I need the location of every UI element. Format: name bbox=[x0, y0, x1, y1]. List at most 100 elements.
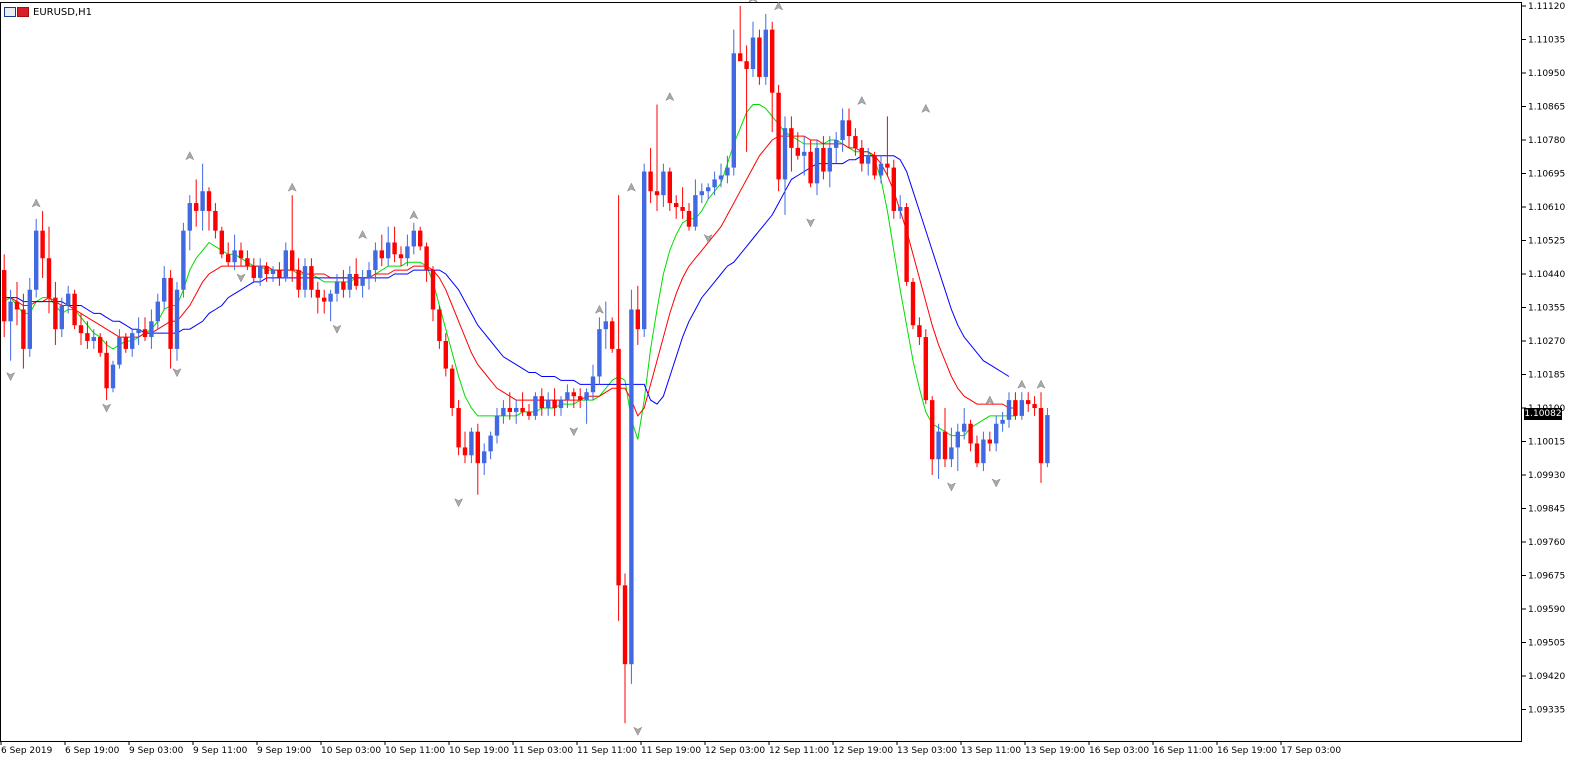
candle bbox=[296, 258, 301, 298]
candle bbox=[53, 281, 58, 345]
candle-body bbox=[98, 337, 103, 353]
candle bbox=[846, 108, 852, 148]
candle bbox=[2, 254, 7, 338]
ma-slow-line bbox=[4, 155, 1010, 405]
y-tick-label: 1.09675 bbox=[1528, 572, 1565, 582]
x-tick-label: 12 Sep 03:00 bbox=[705, 746, 765, 756]
candle bbox=[206, 187, 212, 231]
candle bbox=[347, 266, 352, 298]
ma-mid-line bbox=[4, 135, 1016, 417]
candle-body bbox=[238, 250, 244, 259]
candle-body bbox=[558, 400, 564, 408]
candle-body bbox=[2, 270, 7, 322]
candle-body bbox=[430, 270, 436, 310]
candle-body bbox=[738, 53, 743, 62]
fractal-up-arrow bbox=[409, 210, 419, 220]
candle-body bbox=[814, 147, 820, 184]
candle-body bbox=[469, 431, 474, 456]
candle-body bbox=[744, 61, 749, 70]
candle bbox=[891, 159, 896, 219]
candle bbox=[776, 84, 781, 192]
candle bbox=[981, 431, 986, 472]
candle bbox=[213, 203, 218, 239]
candle-body bbox=[1019, 400, 1024, 416]
candle bbox=[219, 226, 224, 259]
x-tick-label: 12 Sep 11:00 bbox=[769, 746, 829, 756]
candle-body bbox=[891, 167, 896, 211]
candle bbox=[968, 419, 973, 452]
candle-body bbox=[622, 585, 628, 665]
candle-body bbox=[277, 270, 282, 278]
candle-body bbox=[610, 321, 615, 349]
candle bbox=[98, 333, 103, 357]
candle bbox=[744, 45, 749, 152]
candle-body bbox=[840, 120, 845, 140]
candle bbox=[917, 317, 922, 345]
fractal-down-arrow bbox=[991, 478, 1001, 488]
candle bbox=[712, 171, 717, 196]
candle-body bbox=[104, 352, 109, 389]
candle bbox=[558, 396, 564, 416]
candle-body bbox=[149, 321, 154, 338]
candle-body bbox=[482, 451, 487, 464]
candle bbox=[162, 266, 167, 310]
candle bbox=[328, 289, 333, 322]
candle bbox=[232, 234, 237, 271]
x-tick-label: 6 Sep 19:00 bbox=[65, 746, 120, 756]
candle bbox=[795, 132, 800, 160]
candle bbox=[827, 136, 832, 188]
candle-body bbox=[334, 281, 340, 294]
candle bbox=[629, 289, 634, 684]
candle bbox=[430, 266, 436, 322]
candle-body bbox=[366, 270, 372, 278]
candle bbox=[360, 270, 365, 298]
candle-body bbox=[110, 364, 116, 389]
candle bbox=[789, 116, 794, 172]
candle bbox=[942, 408, 948, 468]
candle-body bbox=[142, 329, 148, 338]
candle-body bbox=[206, 191, 212, 211]
chart-title-bar: EURUSD,H1 bbox=[4, 5, 92, 19]
candle bbox=[680, 187, 685, 219]
candle-body bbox=[936, 431, 941, 460]
candle-body bbox=[475, 431, 480, 464]
candle-body bbox=[46, 258, 52, 298]
candle bbox=[994, 415, 999, 452]
candle bbox=[987, 431, 992, 452]
candle-body bbox=[533, 396, 538, 416]
candle bbox=[731, 29, 736, 176]
candle bbox=[949, 427, 954, 468]
candle-body bbox=[213, 210, 218, 231]
candle bbox=[642, 163, 647, 338]
y-tick-label: 1.09505 bbox=[1528, 639, 1565, 649]
candle-body bbox=[72, 293, 77, 326]
candle bbox=[648, 147, 653, 204]
candle bbox=[706, 183, 711, 200]
candle bbox=[21, 293, 26, 369]
candle bbox=[104, 341, 109, 401]
candle-body bbox=[85, 333, 90, 341]
candle-body bbox=[200, 191, 205, 211]
candle bbox=[488, 431, 493, 460]
candle bbox=[14, 281, 20, 326]
candle-body bbox=[552, 400, 557, 408]
candle bbox=[686, 203, 692, 231]
candle bbox=[482, 443, 487, 475]
x-tick-label: 13 Sep 03:00 bbox=[897, 746, 957, 756]
candle-body bbox=[494, 415, 500, 436]
candle-body bbox=[526, 411, 532, 416]
candle bbox=[136, 317, 141, 345]
candle-body bbox=[1032, 404, 1037, 408]
candle-body bbox=[629, 309, 634, 665]
x-tick-label: 17 Sep 03:00 bbox=[1281, 746, 1341, 756]
candle-body bbox=[802, 151, 807, 156]
candle bbox=[251, 258, 256, 282]
candle-body bbox=[219, 230, 224, 255]
candle-body bbox=[21, 309, 26, 349]
candle bbox=[130, 329, 135, 357]
candle-body bbox=[763, 29, 768, 77]
candle bbox=[501, 400, 506, 424]
candle bbox=[814, 140, 820, 196]
candle-body bbox=[904, 207, 909, 282]
